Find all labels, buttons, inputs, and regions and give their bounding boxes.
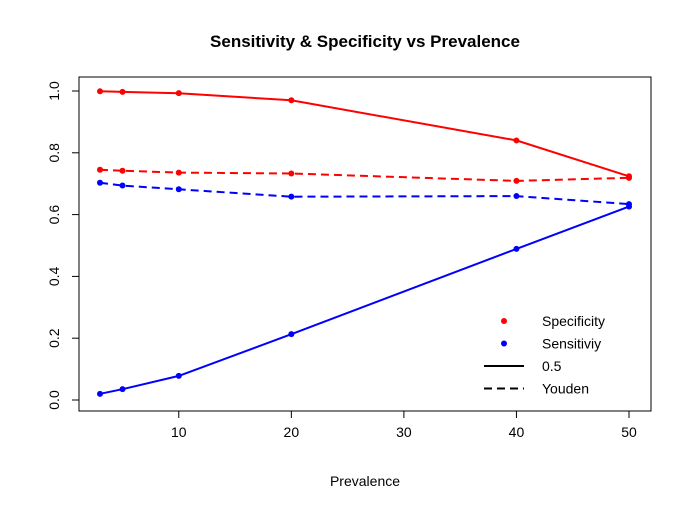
- y-tick-label: 0.8: [46, 143, 62, 163]
- legend-label: 0.5: [542, 358, 562, 374]
- data-point: [175, 186, 182, 193]
- chart-title: Sensitivity & Specificity vs Prevalence: [210, 32, 520, 51]
- data-point: [513, 137, 520, 144]
- series-specificity-youden: [97, 166, 632, 184]
- data-point: [513, 245, 520, 252]
- data-point: [119, 88, 126, 95]
- y-tick-label: 1.0: [46, 81, 62, 101]
- plot-box: [78, 76, 652, 412]
- data-point: [97, 390, 103, 397]
- data-point: [175, 90, 182, 97]
- series-line: [99, 181, 630, 206]
- x-tick-label: 20: [284, 424, 300, 440]
- x-axis-label: Prevalence: [330, 473, 400, 489]
- x-tick-label: 30: [396, 424, 412, 440]
- data-point: [175, 372, 182, 379]
- legend-item-0-5: 0.5: [484, 358, 562, 374]
- legend-item-specificity: Specificity: [501, 313, 605, 329]
- data-point: [288, 193, 295, 200]
- series-sensitiviy-0-5: [97, 203, 632, 397]
- data-point: [119, 182, 126, 189]
- data-point: [119, 167, 126, 174]
- legend-label: Specificity: [542, 313, 605, 329]
- series-line: [99, 205, 630, 395]
- data-point: [97, 166, 103, 173]
- y-tick-label: 0.0: [46, 390, 62, 410]
- data-point: [97, 179, 103, 186]
- legend: Specificity Sensitiviy 0.5 Youden: [484, 313, 605, 397]
- legend-item-youden: Youden: [484, 381, 589, 397]
- data-point: [626, 174, 632, 181]
- data-point: [288, 97, 295, 104]
- y-tick-label: 0.6: [46, 205, 62, 225]
- series-sensitiviy-youden: [97, 179, 632, 208]
- data-point: [288, 170, 295, 177]
- series-layer: [97, 88, 632, 397]
- y-tick-label: 0.4: [46, 266, 62, 286]
- x-tick-label: 10: [171, 424, 187, 440]
- data-point: [288, 331, 295, 338]
- x-tick-label: 40: [509, 424, 525, 440]
- legend-item-sensitiviy: Sensitiviy: [501, 336, 601, 352]
- data-point: [513, 177, 520, 184]
- x-tick-label: 50: [621, 424, 637, 440]
- x-axis: 10 20 30 40 50: [171, 411, 637, 440]
- legend-label: Sensitiviy: [542, 336, 601, 352]
- y-axis: 0.0 0.2 0.4 0.6 0.8 1.0: [46, 81, 79, 410]
- data-point: [175, 169, 182, 176]
- data-point: [626, 203, 632, 210]
- series-line: [99, 90, 630, 178]
- legend-label: Youden: [542, 381, 589, 397]
- legend-point-symbol: [501, 340, 507, 347]
- data-point: [97, 88, 103, 95]
- series-specificity-0-5: [97, 88, 632, 180]
- data-point: [119, 386, 126, 393]
- data-point: [513, 193, 520, 200]
- y-tick-label: 0.2: [46, 328, 62, 348]
- series-line: [99, 168, 630, 182]
- legend-point-symbol: [501, 318, 507, 324]
